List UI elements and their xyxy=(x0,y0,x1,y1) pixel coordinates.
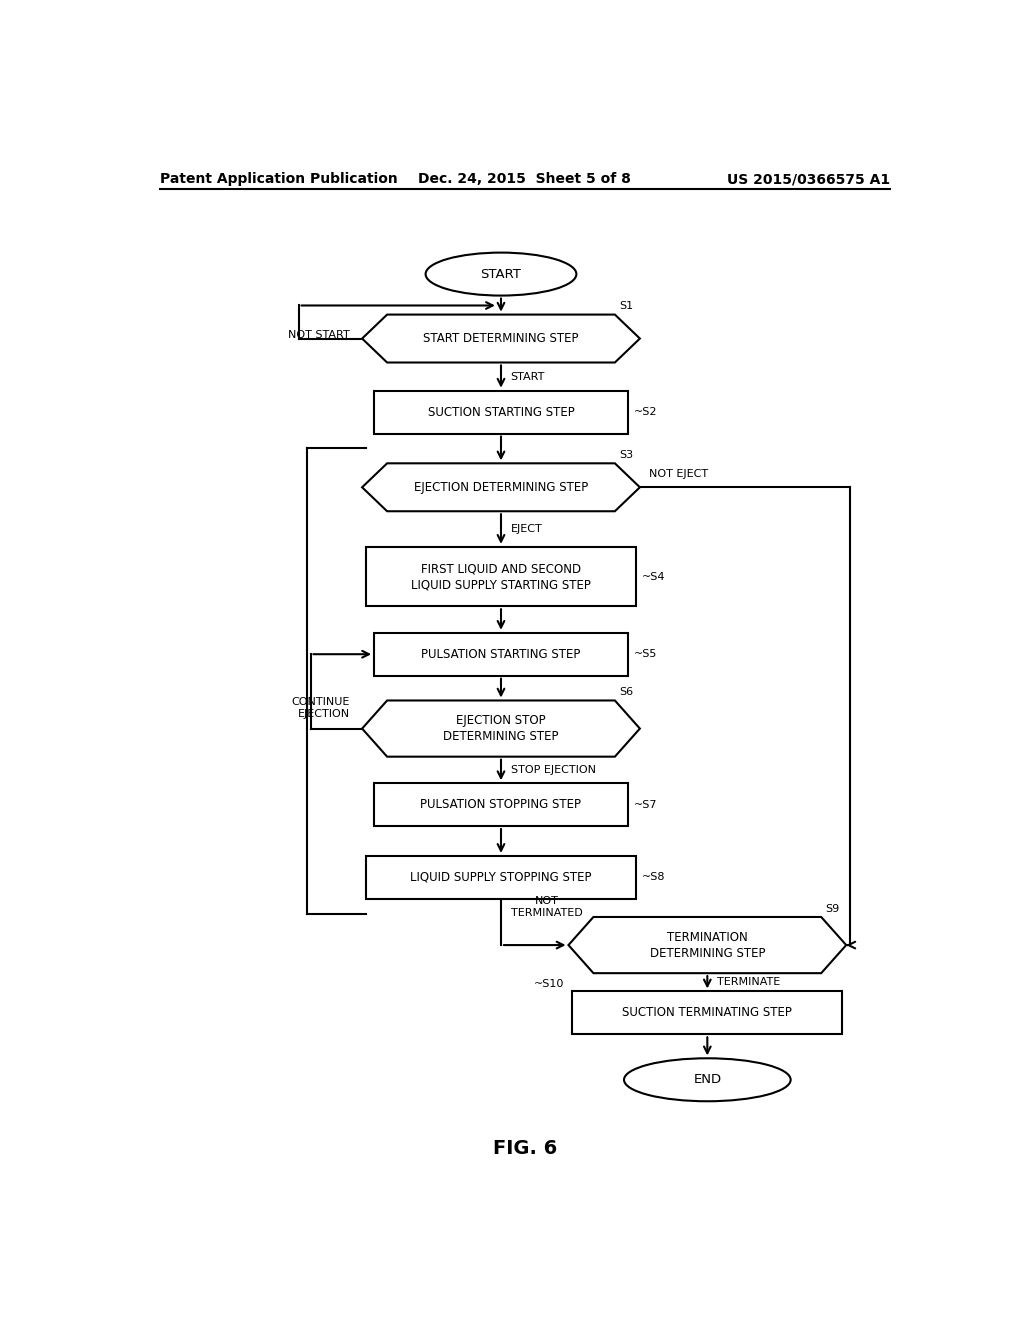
Text: STOP EJECTION: STOP EJECTION xyxy=(511,764,596,775)
Text: SUCTION STARTING STEP: SUCTION STARTING STEP xyxy=(428,405,574,418)
Text: TERMINATION
DETERMINING STEP: TERMINATION DETERMINING STEP xyxy=(649,931,765,960)
FancyBboxPatch shape xyxy=(374,391,628,433)
Text: ~S10: ~S10 xyxy=(535,979,564,989)
Text: CONTINUE
EJECTION: CONTINUE EJECTION xyxy=(292,697,350,718)
Polygon shape xyxy=(362,314,640,363)
Text: EJECTION DETERMINING STEP: EJECTION DETERMINING STEP xyxy=(414,480,588,494)
Text: FIG. 6: FIG. 6 xyxy=(493,1139,557,1158)
Text: NOT START: NOT START xyxy=(289,330,350,341)
FancyBboxPatch shape xyxy=(366,855,636,899)
Text: NOT
TERMINATED: NOT TERMINATED xyxy=(511,896,583,917)
Text: EJECT: EJECT xyxy=(511,524,543,535)
Text: ~S7: ~S7 xyxy=(634,800,657,809)
Text: PULSATION STARTING STEP: PULSATION STARTING STEP xyxy=(421,648,581,661)
Text: START: START xyxy=(480,268,521,281)
Polygon shape xyxy=(362,701,640,756)
Polygon shape xyxy=(568,917,846,973)
Ellipse shape xyxy=(624,1059,791,1101)
FancyBboxPatch shape xyxy=(572,991,842,1035)
Text: FIRST LIQUID AND SECOND
LIQUID SUPPLY STARTING STEP: FIRST LIQUID AND SECOND LIQUID SUPPLY ST… xyxy=(411,562,591,591)
Text: ~S8: ~S8 xyxy=(642,873,666,882)
Text: ~S5: ~S5 xyxy=(634,649,657,659)
Text: LIQUID SUPPLY STOPPING STEP: LIQUID SUPPLY STOPPING STEP xyxy=(411,871,592,884)
Text: END: END xyxy=(693,1073,721,1086)
Text: SUCTION TERMINATING STEP: SUCTION TERMINATING STEP xyxy=(623,1006,793,1019)
Text: Dec. 24, 2015  Sheet 5 of 8: Dec. 24, 2015 Sheet 5 of 8 xyxy=(419,172,631,186)
Text: ~S2: ~S2 xyxy=(634,407,657,417)
Text: S3: S3 xyxy=(618,450,633,459)
Text: US 2015/0366575 A1: US 2015/0366575 A1 xyxy=(727,172,890,186)
Text: EJECTION STOP
DETERMINING STEP: EJECTION STOP DETERMINING STEP xyxy=(443,714,559,743)
Text: S6: S6 xyxy=(618,688,633,697)
Text: Patent Application Publication: Patent Application Publication xyxy=(160,172,397,186)
FancyBboxPatch shape xyxy=(366,546,636,606)
FancyBboxPatch shape xyxy=(374,783,628,826)
Text: TERMINATE: TERMINATE xyxy=(717,977,780,987)
Text: START DETERMINING STEP: START DETERMINING STEP xyxy=(423,333,579,345)
Text: NOT EJECT: NOT EJECT xyxy=(649,469,709,479)
Text: PULSATION STOPPING STEP: PULSATION STOPPING STEP xyxy=(421,799,582,810)
Ellipse shape xyxy=(426,252,577,296)
FancyBboxPatch shape xyxy=(374,632,628,676)
Text: S9: S9 xyxy=(825,904,840,913)
Text: START: START xyxy=(511,371,545,381)
Polygon shape xyxy=(362,463,640,511)
Text: ~S4: ~S4 xyxy=(642,572,666,582)
Text: S1: S1 xyxy=(618,301,633,312)
